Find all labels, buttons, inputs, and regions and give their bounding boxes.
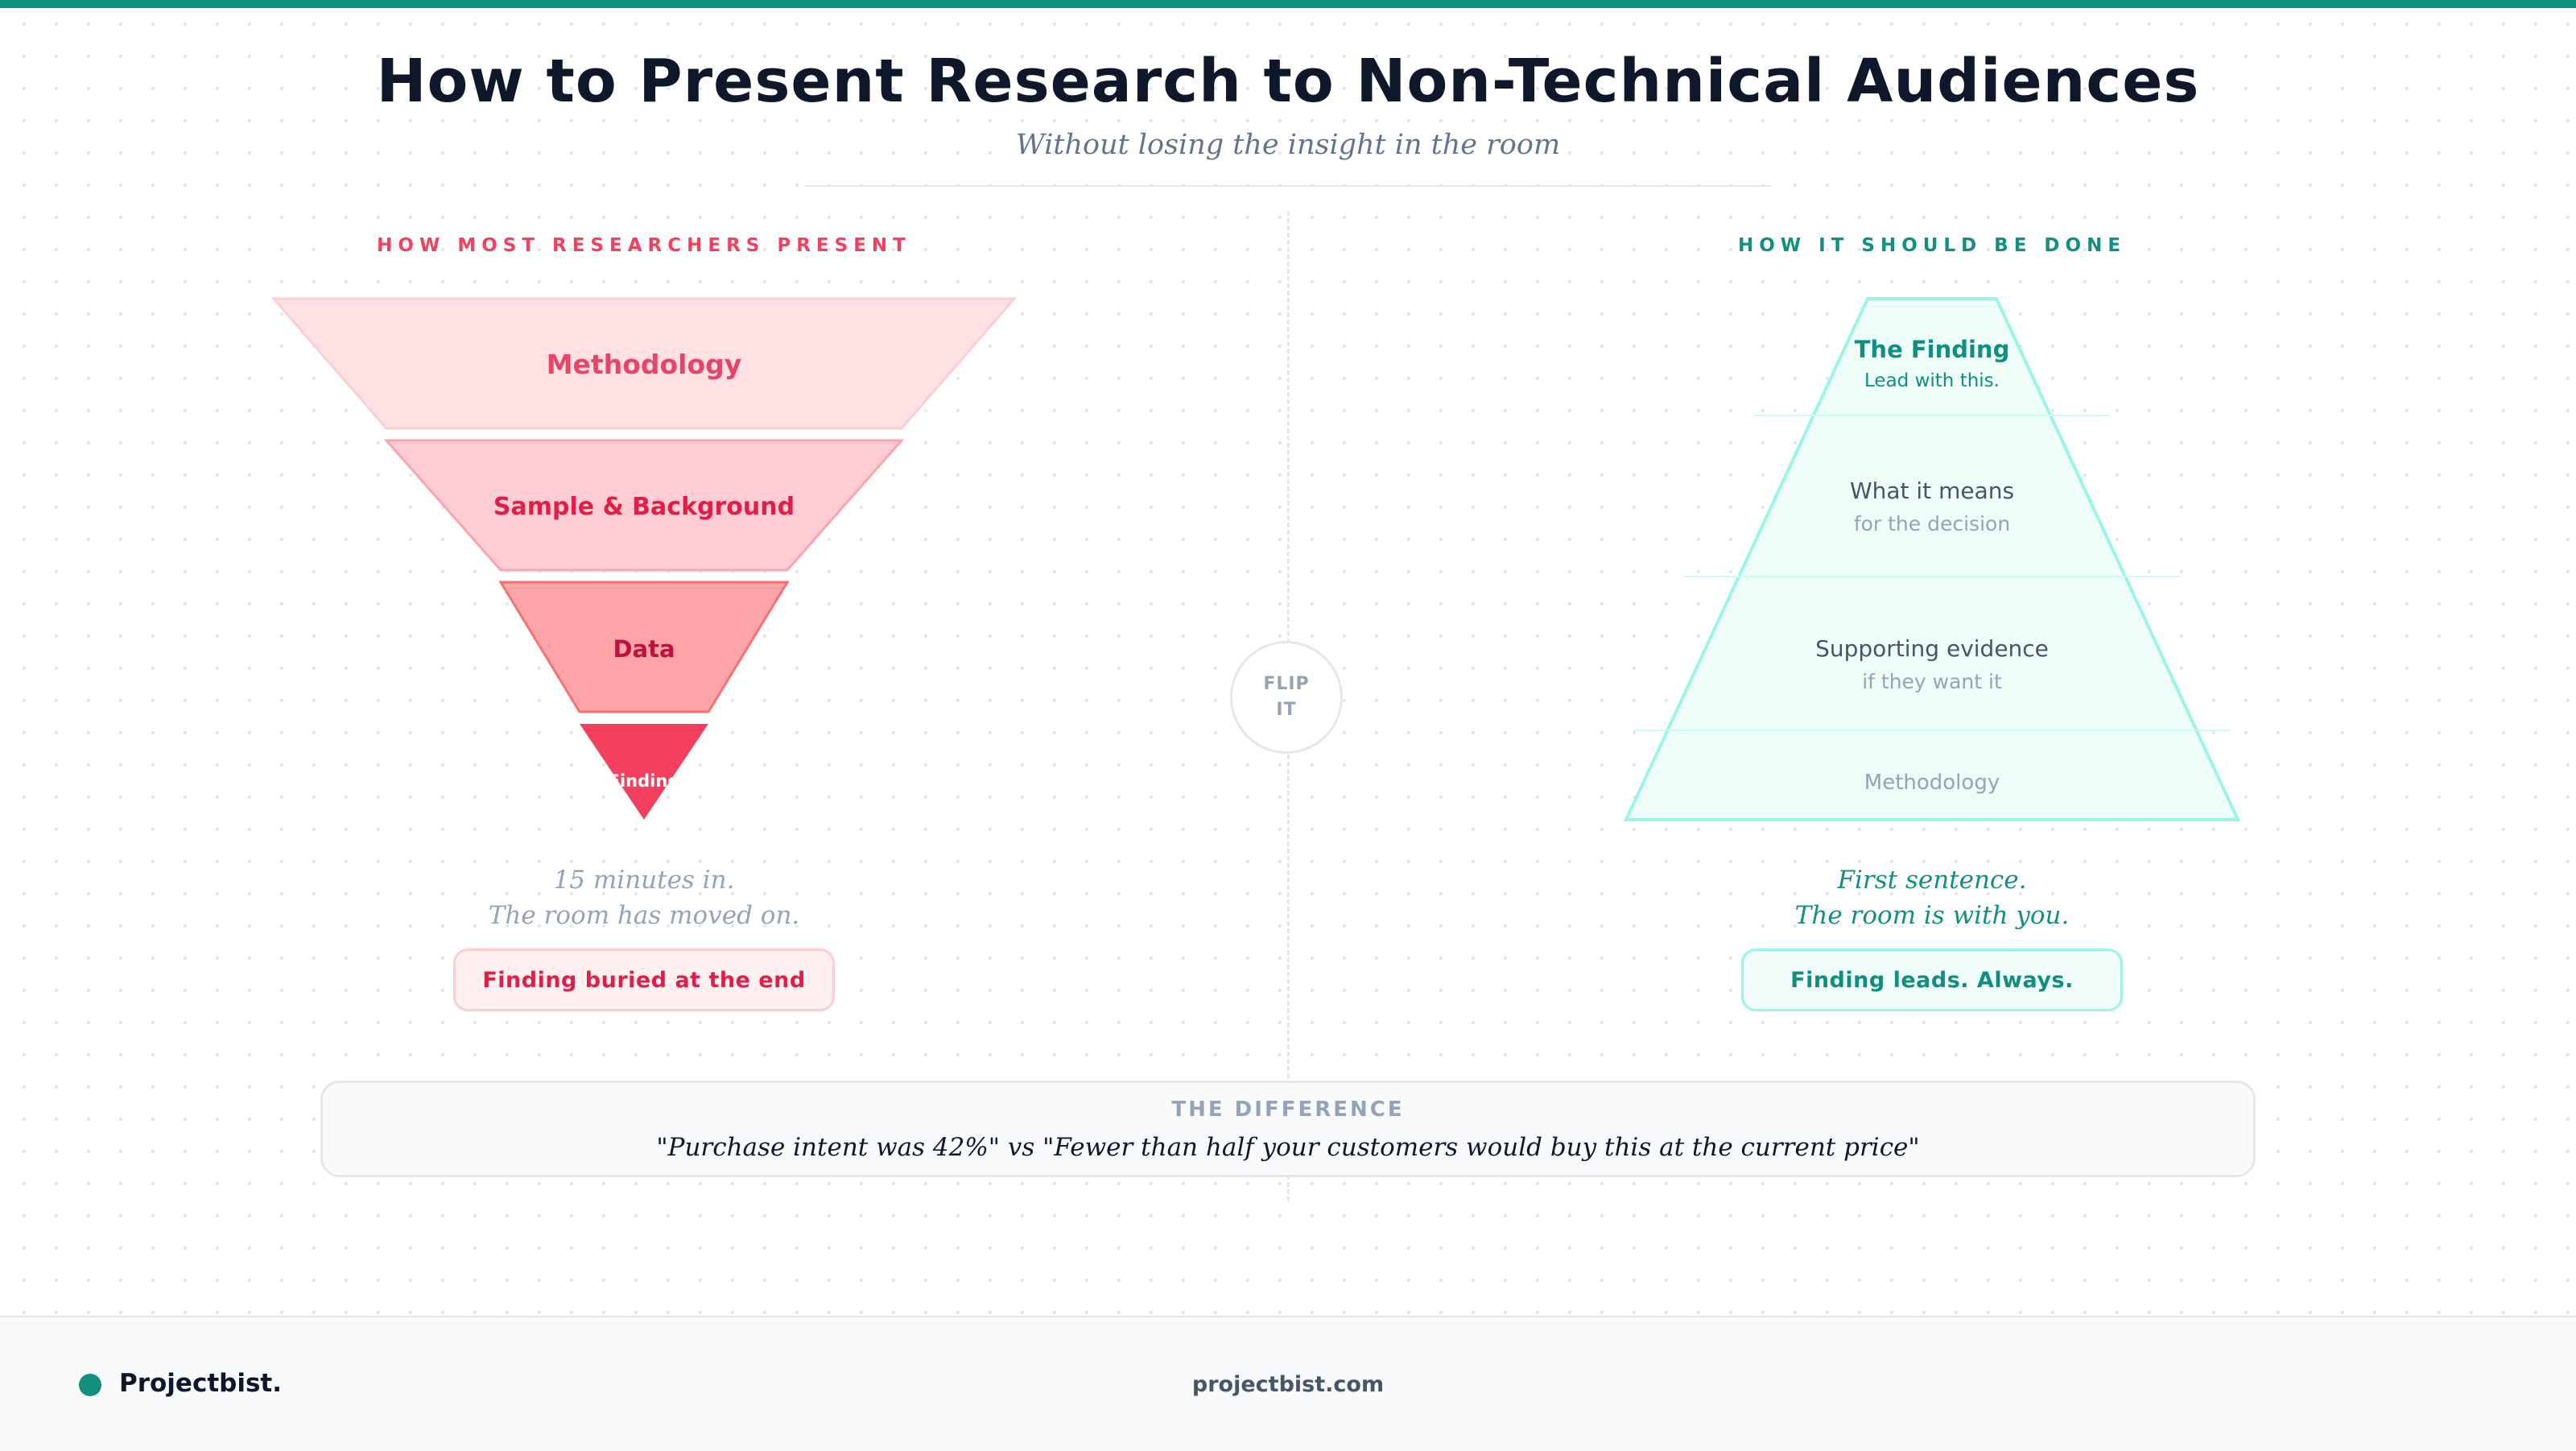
brand-name: Projectbist. — [119, 1369, 283, 1398]
funnel-layer-finding — [580, 724, 708, 820]
right-verdict-badge: Finding leads. Always. — [1741, 949, 2123, 1011]
left-caption: 15 minutes in. The room has moved on. — [282, 862, 1006, 933]
page-title: How to Present Research to Non-Technical… — [376, 47, 2200, 116]
page-subtitle: Without losing the insight in the room — [1015, 129, 1561, 161]
right-section-label: HOW IT SHOULD BE DONE — [1737, 235, 2127, 256]
right-caption-line-2: The room is with you. — [1794, 901, 2070, 930]
inverted-funnel: Methodology Sample & Background Data Fin… — [270, 297, 1018, 820]
left-caption-line-2: The room has moved on. — [488, 901, 800, 930]
left-verdict-badge: Finding buried at the end — [453, 949, 835, 1011]
pyramid-sub-evidence: if they want it — [1862, 670, 2002, 693]
funnel-label-methodology: Methodology — [547, 349, 742, 380]
funnel-label-finding: Finding — [609, 771, 680, 791]
pyramid-sub-meaning: for the decision — [1854, 512, 2010, 535]
flip-it-badge: FLIP IT — [1230, 641, 1343, 754]
left-caption-line-1: 15 minutes in. — [553, 866, 735, 895]
left-section-label: HOW MOST RESEARCHERS PRESENT — [377, 235, 911, 256]
pyramid: The Finding Lead with this. What it mean… — [1623, 297, 2241, 821]
flip-badge-line-1: FLIP — [1263, 674, 1310, 694]
right-caption: First sentence. The room is with you. — [1570, 862, 2294, 933]
footer: Projectbist. projectbist.com — [0, 1316, 2576, 1451]
funnel-layer-sample-background — [383, 439, 905, 572]
pyramid-sub-finding: Lead with this. — [1864, 370, 2000, 391]
top-accent-bar — [0, 0, 2576, 8]
pyramid-label-methodology: Methodology — [1864, 771, 2000, 795]
funnel-label-sample-background: Sample & Background — [493, 493, 795, 521]
flip-badge-line-2: IT — [1276, 700, 1297, 720]
funnel-layer-methodology — [270, 297, 1018, 430]
funnel-label-data: Data — [613, 635, 675, 663]
footer-website: projectbist.com — [1191, 1372, 1385, 1397]
pyramid-label-meaning: What it means — [1850, 477, 2014, 504]
pyramid-label-evidence: Supporting evidence — [1815, 635, 2049, 662]
difference-callout: THE DIFFERENCE "Purchase intent was 42%"… — [320, 1081, 2256, 1177]
funnel-layer-data — [498, 581, 790, 713]
difference-quote: "Purchase intent was 42%" vs "Fewer than… — [656, 1133, 1920, 1162]
pyramid-outline — [1623, 297, 2241, 821]
right-caption-line-1: First sentence. — [1837, 866, 2027, 895]
brand-dot-icon — [79, 1374, 101, 1396]
pyramid-label-finding: The Finding — [1855, 336, 2010, 363]
difference-title: THE DIFFERENCE — [1171, 1098, 1405, 1122]
title-divider — [805, 185, 1771, 187]
